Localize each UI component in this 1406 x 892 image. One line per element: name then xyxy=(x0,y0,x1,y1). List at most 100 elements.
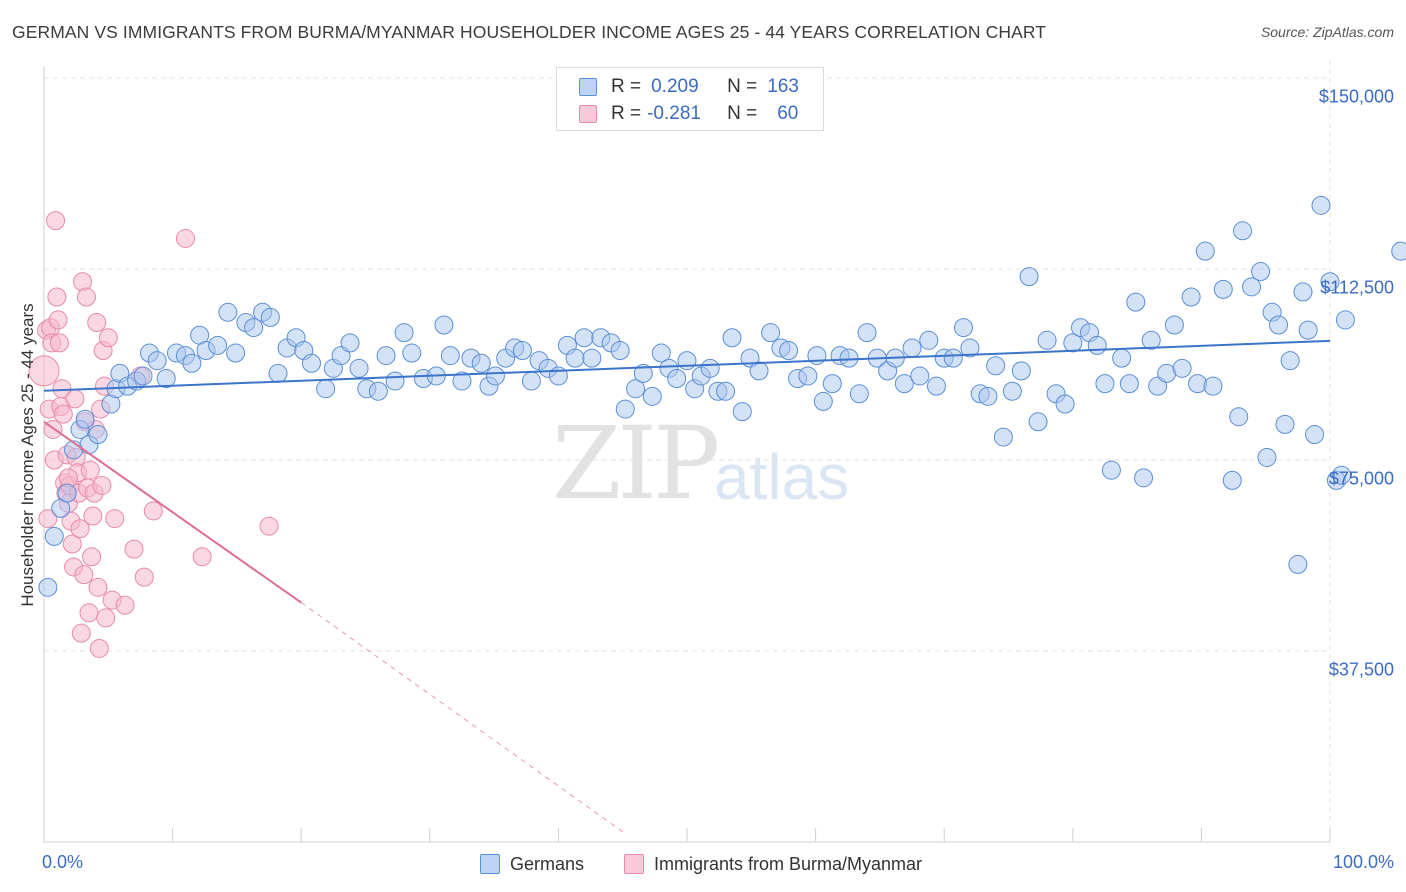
german-point xyxy=(1233,221,1253,241)
german-point xyxy=(1063,333,1083,353)
y-axis-label: Householder Income Ages 25 - 44 years xyxy=(18,303,37,607)
legend-n-label: N = xyxy=(727,76,758,97)
burma-point xyxy=(98,328,118,348)
german-point xyxy=(779,340,799,360)
german-point xyxy=(133,366,153,386)
german-point xyxy=(260,307,280,327)
german-point xyxy=(1257,447,1277,467)
y-tick-label: $75,000 xyxy=(1328,468,1394,489)
german-point xyxy=(218,302,238,322)
german-point xyxy=(268,363,288,383)
burma-point xyxy=(65,389,85,409)
legend-n-value-burma: 60 xyxy=(777,103,799,124)
burma-point xyxy=(105,509,125,529)
german-point xyxy=(642,386,662,406)
german-point xyxy=(1305,425,1325,445)
source-credit: Source: ZipAtlas.com xyxy=(1260,24,1394,40)
german-point xyxy=(1002,381,1022,401)
watermark-zip: ZIP xyxy=(552,405,720,522)
burma-point xyxy=(143,501,163,521)
german-point xyxy=(1298,320,1318,340)
burma-point xyxy=(92,475,112,495)
german-point xyxy=(1141,330,1161,350)
burma-point xyxy=(38,509,58,529)
german-point xyxy=(986,356,1006,376)
burma-trend-extension xyxy=(300,602,623,833)
german-point xyxy=(44,526,64,546)
legend-r-value-burma: -0.281 xyxy=(647,103,701,124)
germans-trend-line xyxy=(43,339,1331,392)
german-point xyxy=(1095,374,1115,394)
german-point xyxy=(1293,282,1313,302)
german-point xyxy=(316,379,336,399)
burma-point xyxy=(115,595,135,615)
german-point xyxy=(208,335,228,355)
german-point xyxy=(512,340,532,360)
series-legend-germans: Germans xyxy=(480,852,584,876)
burma-trend-line xyxy=(43,420,302,604)
german-point xyxy=(394,323,414,343)
german-point xyxy=(1203,376,1223,396)
german-point xyxy=(385,371,405,391)
burma-point xyxy=(47,287,67,307)
series-name-burma: Immigrants from Burma/Myanmar xyxy=(654,853,923,874)
correlation-legend: R = 0.209 N = 163 R = -0.281 N = 60 xyxy=(556,67,824,131)
burma-point xyxy=(46,211,66,231)
y-tick-label: $112,500 xyxy=(1320,277,1394,298)
german-point xyxy=(182,353,202,373)
german-point xyxy=(471,353,491,373)
legend-r-value-germans: 0.209 xyxy=(651,76,699,97)
burma-point xyxy=(48,310,68,330)
german-point xyxy=(839,348,859,368)
german-point xyxy=(440,346,460,366)
legend-swatch-burma xyxy=(579,105,597,123)
german-point xyxy=(732,402,752,422)
burma-point xyxy=(71,623,91,643)
series-name-germans: Germans xyxy=(510,853,585,874)
german-point xyxy=(610,340,630,360)
x-tick-label: 100.0% xyxy=(1332,852,1394,872)
german-point xyxy=(565,348,585,368)
german-point xyxy=(301,353,321,373)
german-point xyxy=(485,366,505,386)
german-point xyxy=(1101,460,1121,480)
burma-point xyxy=(53,404,73,424)
german-point xyxy=(761,323,781,343)
german-point xyxy=(857,323,877,343)
burma-point xyxy=(82,547,102,567)
german-point xyxy=(633,363,653,383)
german-point xyxy=(1019,267,1039,287)
german-point xyxy=(813,391,833,411)
burma-point xyxy=(96,608,116,628)
burma-point xyxy=(83,506,103,526)
burma-point xyxy=(89,638,109,658)
german-point xyxy=(667,369,687,389)
burma-point xyxy=(62,534,82,554)
german-point xyxy=(1311,195,1331,215)
german-point xyxy=(978,386,998,406)
german-point xyxy=(910,366,930,386)
german-point xyxy=(722,328,742,348)
y-tick-label: $150,000 xyxy=(1318,86,1394,107)
burma-point xyxy=(76,287,96,307)
burma-point xyxy=(88,577,108,597)
series-legend-burma: Immigrants from Burma/Myanmar xyxy=(624,852,922,876)
legend-n-value-germans: 163 xyxy=(767,76,799,97)
german-point xyxy=(902,338,922,358)
german-point xyxy=(1126,292,1146,312)
german-point xyxy=(953,318,973,338)
german-point xyxy=(1119,374,1139,394)
y-tick-label: $37,500 xyxy=(1328,659,1394,680)
german-point xyxy=(615,399,635,419)
german-point xyxy=(1222,470,1242,490)
german-point xyxy=(1242,277,1262,297)
german-point xyxy=(57,483,77,503)
burma-point xyxy=(80,460,100,480)
german-point xyxy=(822,374,842,394)
burma-point xyxy=(87,312,107,332)
german-point xyxy=(88,425,108,445)
legend-r-label: R = xyxy=(611,103,642,124)
german-point xyxy=(919,330,939,350)
burma-point xyxy=(175,228,195,248)
german-point xyxy=(340,333,360,353)
